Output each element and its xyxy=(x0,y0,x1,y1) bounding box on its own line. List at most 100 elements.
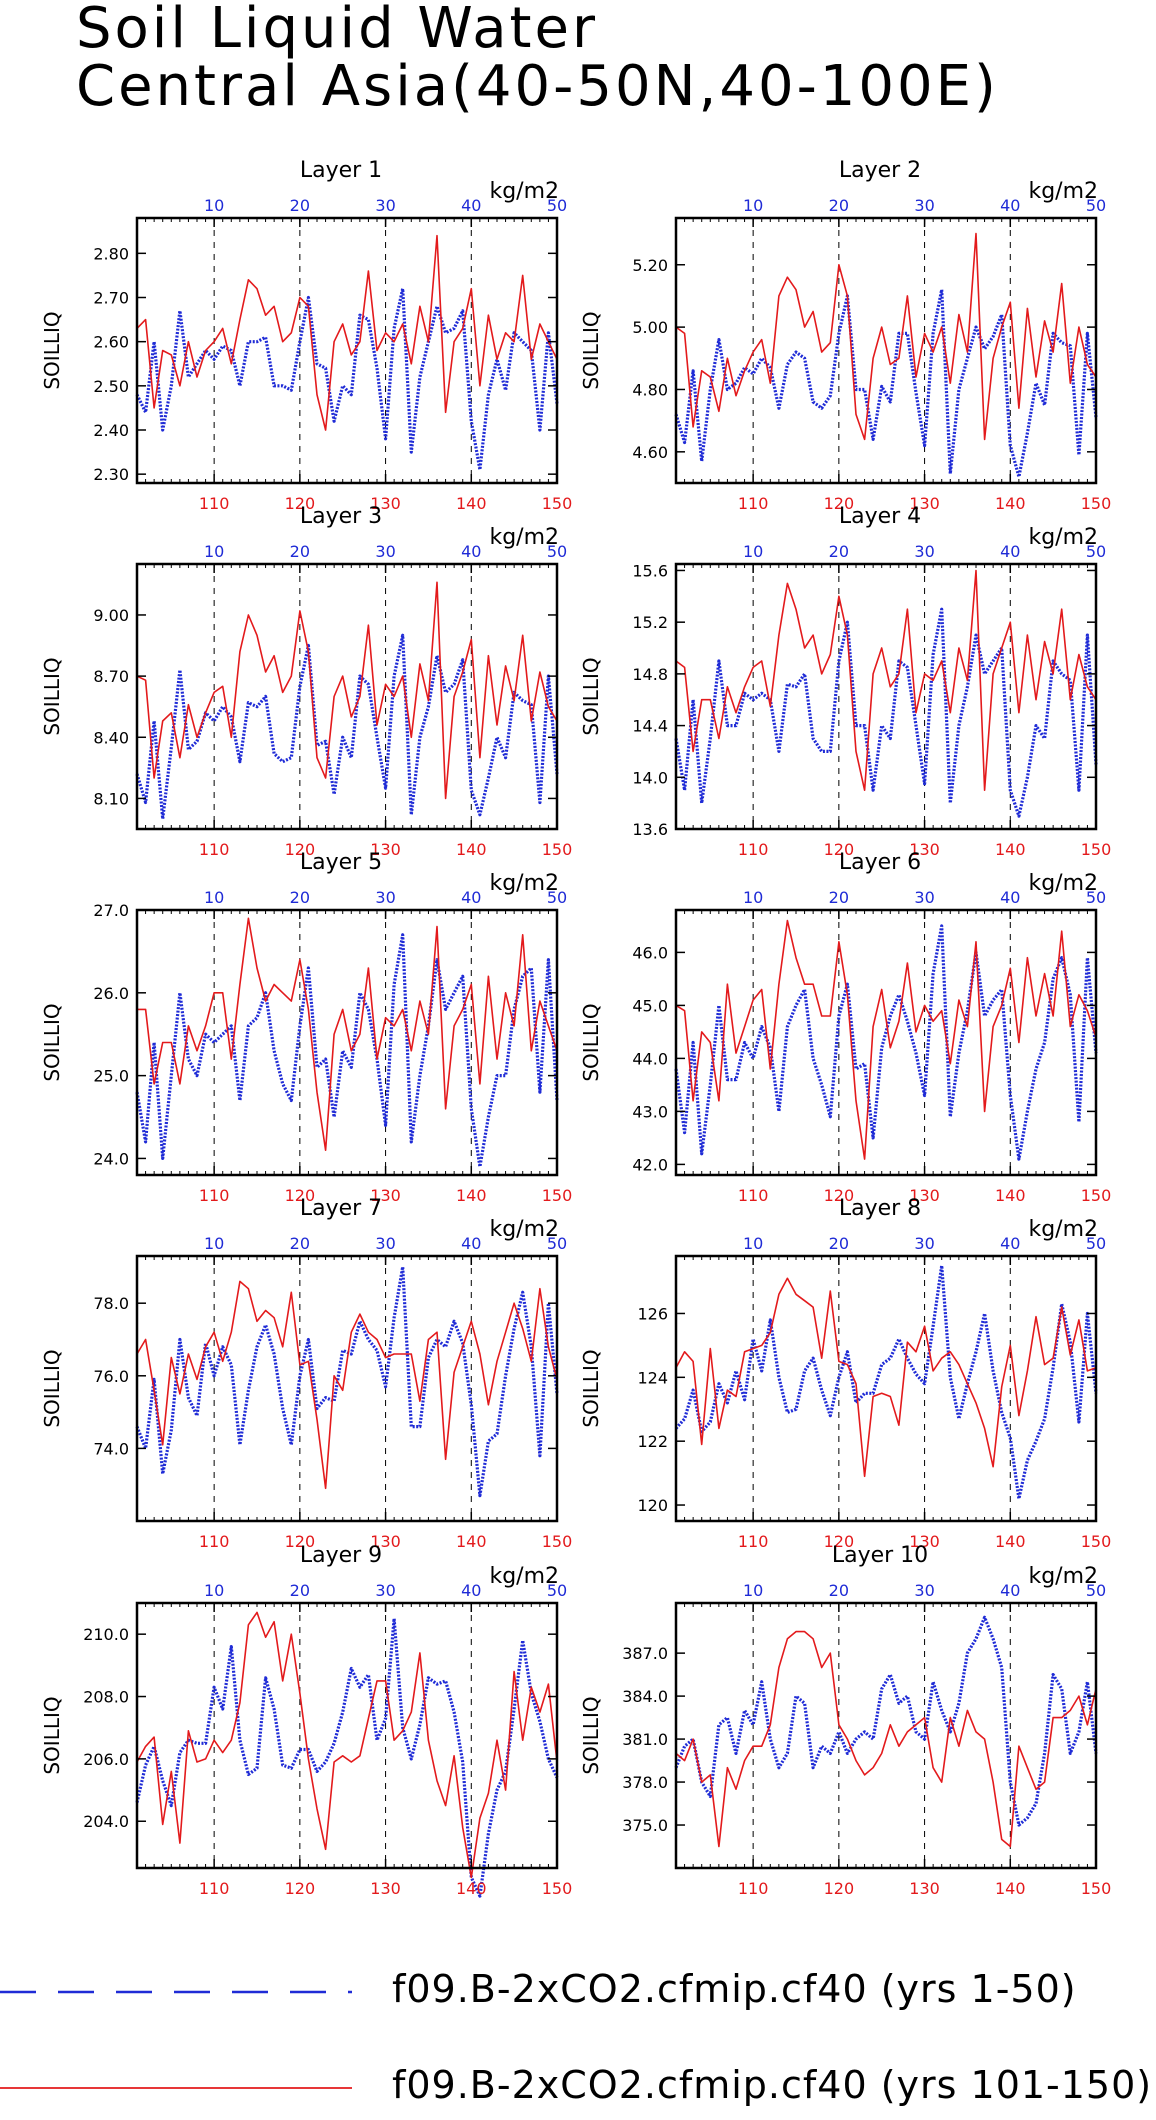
top-axis-unit: kg/m2 xyxy=(489,1564,559,1589)
x-top-tick-label: 30 xyxy=(375,196,395,215)
y-tick-label: 24.0 xyxy=(93,1149,129,1168)
x-bottom-tick-label: 140 xyxy=(995,1879,1026,1898)
x-top-tick-label: 20 xyxy=(829,542,849,561)
x-bottom-tick-label: 150 xyxy=(542,1186,573,1205)
x-bottom-tick-label: 150 xyxy=(542,1879,573,1898)
y-tick-label: 13.6 xyxy=(632,820,668,839)
chart-panel-8: Layer 8 kg/m2 110 120 130 140 150 10 20 30 40 50 120… xyxy=(579,1196,1111,1551)
x-top-tick-label: 20 xyxy=(829,1234,849,1253)
x-top-tick-label: 30 xyxy=(914,888,934,907)
x-top-tick-label: 20 xyxy=(290,1581,310,1600)
chart-panel-4: Layer 4 kg/m2 110 120 130 140 150 10 20 30 40 50 13.… xyxy=(579,504,1111,859)
x-top-tick-label: 40 xyxy=(1000,542,1020,561)
series-line-yrs-101-150 xyxy=(136,1280,558,1490)
y-tick-label: 387.0 xyxy=(622,1644,668,1663)
plot-frame xyxy=(135,1254,559,1523)
x-top-tick-label: 10 xyxy=(743,196,763,215)
series-line-yrs-1-50 xyxy=(674,288,1098,479)
y-tick-label: 42.0 xyxy=(632,1155,668,1174)
legend-item: f09.B-2xCO2.cfmip.cf40 (yrs 1-50) xyxy=(0,1967,1077,2011)
y-tick-label: 375.0 xyxy=(622,1816,668,1835)
y-tick-label: 120 xyxy=(637,1496,668,1515)
x-top-tick-label: 30 xyxy=(375,542,395,561)
series-line-yrs-101-150 xyxy=(136,234,558,431)
x-bottom-tick-label: 150 xyxy=(542,1532,573,1551)
y-tick-label: 208.0 xyxy=(83,1688,129,1707)
chart-panel-1: Layer 1 kg/m2 110 120 130 140 150 10 20 30 40 50 2.3… xyxy=(40,158,572,513)
x-top-tick-label: 50 xyxy=(1086,1234,1106,1253)
y-tick-label: 126 xyxy=(637,1304,668,1323)
x-top-tick-label: 40 xyxy=(1000,196,1020,215)
y-axis-label: SOILLIQ xyxy=(40,1696,64,1774)
x-top-tick-label: 40 xyxy=(461,196,481,215)
x-bottom-tick-label: 110 xyxy=(738,840,769,859)
y-tick-label: 44.0 xyxy=(632,1049,668,1068)
legend-label: f09.B-2xCO2.cfmip.cf40 (yrs 1-50) xyxy=(392,1967,1077,2011)
x-bottom-tick-label: 140 xyxy=(456,1532,487,1551)
x-bottom-tick-label: 110 xyxy=(738,494,769,513)
x-bottom-tick-label: 140 xyxy=(456,840,487,859)
chart-panel-3: Layer 3 kg/m2 110 120 130 140 150 10 20 30 40 50 8.1… xyxy=(40,504,572,859)
x-bottom-tick-label: 120 xyxy=(824,494,855,513)
y-tick-label: 9.00 xyxy=(93,606,129,625)
x-top-tick-label: 50 xyxy=(547,1234,567,1253)
y-axis-label: SOILLIQ xyxy=(40,657,64,735)
y-tick-label: 124 xyxy=(637,1368,668,1387)
x-top-tick-label: 10 xyxy=(743,1581,763,1600)
x-bottom-tick-label: 130 xyxy=(909,1186,940,1205)
series-line-yrs-101-150 xyxy=(675,569,1097,792)
x-top-tick-label: 40 xyxy=(461,1581,481,1600)
x-top-tick-label: 20 xyxy=(829,888,849,907)
x-top-tick-label: 10 xyxy=(743,542,763,561)
y-axis-label: SOILLIQ xyxy=(579,1349,603,1427)
top-axis-unit: kg/m2 xyxy=(1028,179,1098,204)
panel-title: Layer 6 xyxy=(839,850,921,875)
panel-title: Layer 4 xyxy=(839,504,921,529)
x-top-tick-label: 50 xyxy=(547,888,567,907)
y-tick-label: 14.4 xyxy=(632,717,668,736)
x-top-tick-label: 10 xyxy=(743,1234,763,1253)
x-bottom-tick-label: 140 xyxy=(995,494,1026,513)
chart-panel-2: Layer 2 kg/m2 110 120 130 140 150 10 20 30 40 50 4.6… xyxy=(579,158,1111,513)
x-top-tick-label: 20 xyxy=(290,196,310,215)
series-line-yrs-101-150 xyxy=(675,1277,1097,1478)
x-top-tick-label: 10 xyxy=(204,542,224,561)
series-line-yrs-101-150 xyxy=(136,1611,558,1879)
series-line-yrs-1-50 xyxy=(674,1263,1098,1501)
y-tick-label: 14.8 xyxy=(632,665,668,684)
y-tick-label: 46.0 xyxy=(632,943,668,962)
chart-panel-5: Layer 5 kg/m2 110 120 130 140 150 10 20 30 40 50 24.… xyxy=(40,850,572,1205)
y-tick-label: 5.20 xyxy=(632,256,668,275)
x-bottom-tick-label: 150 xyxy=(542,840,573,859)
x-top-tick-label: 20 xyxy=(290,888,310,907)
x-top-tick-label: 20 xyxy=(829,196,849,215)
x-top-tick-label: 40 xyxy=(1000,1234,1020,1253)
x-bottom-tick-label: 120 xyxy=(285,1532,316,1551)
x-bottom-tick-label: 120 xyxy=(285,1186,316,1205)
x-top-tick-label: 30 xyxy=(914,196,934,215)
y-axis-label: SOILLIQ xyxy=(40,1349,64,1427)
top-axis-unit: kg/m2 xyxy=(1028,1564,1098,1589)
panel-title: Layer 3 xyxy=(300,504,382,529)
x-bottom-tick-label: 140 xyxy=(456,494,487,513)
plot-frame xyxy=(674,1254,1098,1523)
y-tick-label: 78.0 xyxy=(93,1294,129,1313)
y-tick-label: 2.50 xyxy=(93,377,129,396)
top-axis-unit: kg/m2 xyxy=(489,179,559,204)
x-bottom-tick-label: 140 xyxy=(995,840,1026,859)
y-tick-label: 8.70 xyxy=(93,667,129,686)
plot-frame xyxy=(674,562,1098,831)
x-bottom-tick-label: 150 xyxy=(1081,1532,1112,1551)
x-top-tick-label: 30 xyxy=(375,888,395,907)
x-top-tick-label: 50 xyxy=(547,196,567,215)
x-top-tick-label: 50 xyxy=(1086,888,1106,907)
plot-frame xyxy=(135,562,559,831)
x-top-tick-label: 40 xyxy=(1000,888,1020,907)
y-tick-label: 206.0 xyxy=(83,1750,129,1769)
y-tick-label: 210.0 xyxy=(83,1625,129,1644)
y-tick-label: 381.0 xyxy=(622,1730,668,1749)
y-tick-label: 43.0 xyxy=(632,1102,668,1121)
y-axis-label: SOILLIQ xyxy=(40,311,64,389)
top-axis-unit: kg/m2 xyxy=(1028,871,1098,896)
